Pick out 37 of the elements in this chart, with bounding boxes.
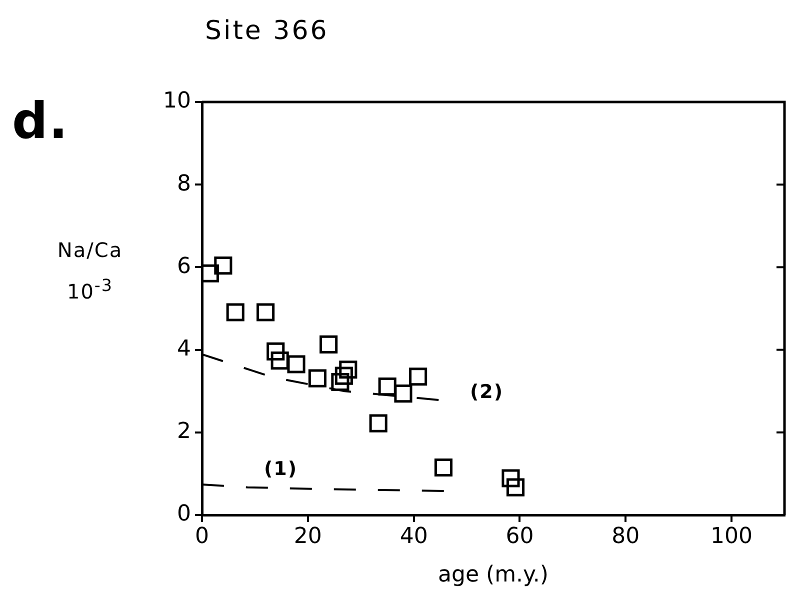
annotation: (2) (470, 381, 504, 403)
y-tick-label: 0 (177, 502, 191, 527)
point (378, 378, 396, 396)
x-tick-label: 60 (506, 524, 534, 549)
point (308, 369, 326, 388)
point (320, 335, 338, 354)
y-axis-title: Na/Ca 10$^{-3}$ (56, 237, 124, 306)
x-tick-label: 40 (400, 524, 428, 549)
point (506, 478, 525, 496)
x-tick-label: 80 (612, 524, 640, 549)
y-tick-label: 6 (177, 254, 191, 279)
y-tick-label: 2 (177, 419, 191, 444)
annotation: (1) (264, 458, 298, 480)
point (394, 384, 412, 403)
y-tick-label: 10 (163, 88, 191, 114)
point (266, 342, 285, 360)
y-tick-label: 4 (177, 336, 191, 362)
point (226, 303, 244, 322)
point (434, 458, 452, 477)
point (287, 355, 306, 374)
x-tick-label: 0 (195, 524, 209, 549)
point (270, 352, 289, 370)
point (202, 264, 219, 282)
point (502, 469, 520, 488)
text: d. (12, 92, 69, 150)
x-tick-label: 100 (710, 524, 753, 549)
point (214, 256, 232, 275)
point (369, 414, 388, 432)
y-tick-label: 8 (177, 171, 191, 196)
point (331, 372, 350, 392)
point (339, 360, 358, 379)
point (334, 366, 353, 385)
x-axis-title: age (m.y.) (438, 562, 548, 588)
point (409, 368, 428, 386)
x-tick-label: 20 (294, 524, 322, 549)
chart-title: Site 366 (205, 16, 329, 46)
point (256, 303, 275, 322)
